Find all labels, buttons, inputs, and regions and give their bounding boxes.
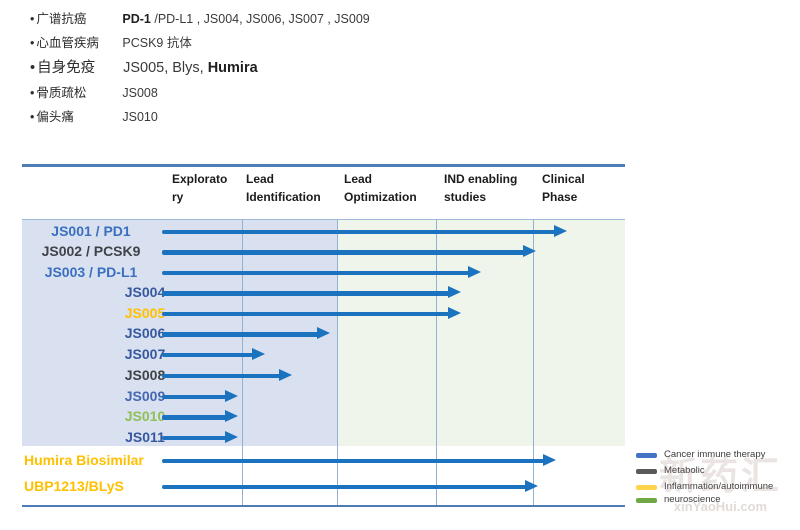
legend-label: neuroscience (664, 494, 721, 505)
bullet-icon: • (30, 60, 36, 76)
legend-swatch-icon (636, 485, 657, 490)
legend-label: Inflammation/autoimmune (664, 481, 774, 492)
bullet-icon: • (30, 36, 35, 50)
indication-item-migraine: • 偏头痛 JS010 (30, 106, 370, 125)
column-header-exploratory: Explorato ry (172, 172, 228, 204)
legend-item-inflammation-autoimmune: Inflammation/autoimmune (636, 481, 773, 493)
arrow-head-js008 (279, 368, 292, 381)
arrow-js009 (162, 394, 227, 399)
indication-programs: JS010 (122, 110, 158, 124)
bullet-icon: • (30, 86, 35, 100)
chart-bottom-border (22, 505, 625, 507)
legend-swatch-icon (636, 453, 657, 458)
arrow-js001-pd1 (162, 229, 556, 234)
arrow-head-js011 (225, 430, 238, 443)
arrow-head-js007 (252, 347, 265, 360)
arrow-head-js004 (448, 286, 461, 298)
column-header-ind-enabling: IND enabling studies (444, 172, 518, 204)
indication-programs: PD-1 /PD-L1 , JS004, JS006, JS007 , JS00… (122, 12, 370, 26)
gridline-4 (533, 219, 534, 506)
row-label-js001-pd1: JS001 / PD1 (51, 222, 131, 239)
arrow-head-humira-biosimilar (543, 453, 556, 466)
arrow-js003-pd-l1 (162, 270, 470, 275)
column-header-lead-optimization: Lead Optimization (344, 172, 417, 204)
indication-item-oncology: • 广谱抗癌 PD-1 /PD-L1 , JS004, JS006, JS007 ,… (30, 8, 370, 27)
indication-list: • 广谱抗癌 PD-1 /PD-L1 , JS004, JS006, JS007 ,… (30, 8, 370, 130)
legend-swatch-icon (636, 469, 657, 474)
column-header-lead-identification: Lead Identification (246, 172, 321, 204)
indication-term: 广谱抗癌 (36, 12, 87, 26)
gridline-1 (242, 219, 243, 506)
arrow-js011 (162, 435, 227, 440)
arrow-head-js010 (225, 410, 238, 422)
row-label-js007: JS007 (124, 345, 166, 362)
row-label-js004: JS004 (124, 284, 166, 300)
row-label-js002-pcsk9: JS002 / PCSK9 (41, 243, 141, 259)
indication-term: 心血管疾病 (36, 36, 99, 50)
arrow-head-js002-pcsk9 (523, 245, 536, 257)
arrow-js007 (162, 352, 254, 357)
gridline-2 (337, 219, 338, 506)
arrow-js006 (162, 332, 319, 337)
row-label-ubp1213-blys: UBP1213/BLyS (24, 477, 124, 494)
indication-item-osteoporosis: • 骨质疏松 JS008 (30, 82, 370, 101)
arrow-humira-biosimilar (162, 458, 545, 463)
arrow-ubp1213-blys (162, 484, 527, 489)
arrow-head-js001-pd1 (554, 224, 567, 237)
row-label-js006: JS006 (124, 325, 166, 341)
indication-term: 骨质疏松 (36, 86, 87, 100)
legend-item-cancer-immune-therapy: Cancer immune therapy (636, 449, 765, 461)
late-stage-band (337, 220, 625, 446)
gridline-3 (436, 219, 437, 506)
row-label-js010: JS010 (124, 408, 166, 424)
legend-label: Cancer immune therapy (664, 449, 766, 460)
row-label-js003-pd-l1: JS003 / PD-L1 (44, 263, 138, 280)
arrow-js005 (162, 311, 450, 316)
bullet-icon: • (30, 12, 35, 26)
indication-term: 自身免疫 (37, 60, 96, 76)
arrow-head-ubp1213-blys (525, 479, 538, 492)
chart-header-divider (22, 219, 625, 220)
indication-item-autoimmune: • 自身免疫 JS005, Blys, Humira (30, 56, 370, 77)
legend-item-neuroscience: neuroscience (636, 494, 721, 506)
arrow-js004 (162, 291, 450, 296)
arrow-js002-pcsk9 (162, 250, 525, 255)
row-label-js005: JS005 (124, 304, 166, 321)
legend-label: Metabolic (664, 465, 705, 476)
bullet-icon: • (30, 110, 35, 124)
arrow-head-js005 (448, 306, 461, 319)
indication-item-cardiovascular: • 心血管疾病 PCSK9 抗体 (30, 32, 370, 51)
legend-swatch-icon (636, 498, 657, 503)
row-label-humira-biosimilar: Humira Biosimilar (24, 451, 144, 468)
indication-programs: PCSK9 抗体 (122, 36, 192, 50)
arrow-head-js009 (225, 389, 238, 402)
row-label-js008: JS008 (124, 366, 166, 383)
row-label-js011: JS011 (125, 428, 165, 445)
arrow-js008 (162, 373, 281, 378)
indication-programs: JS005, Blys, Humira (123, 60, 258, 76)
arrow-head-js003-pd-l1 (468, 265, 481, 278)
row-label-js009: JS009 (124, 387, 166, 404)
legend-item-metabolic: Metabolic (636, 465, 705, 477)
column-header-clinical-phase: Clinical Phase (542, 172, 585, 204)
arrow-head-js006 (317, 327, 330, 339)
indication-programs: JS008 (122, 86, 158, 100)
chart-top-border (22, 164, 625, 167)
indication-term: 偏头痛 (36, 110, 74, 124)
arrow-js010 (162, 415, 227, 420)
